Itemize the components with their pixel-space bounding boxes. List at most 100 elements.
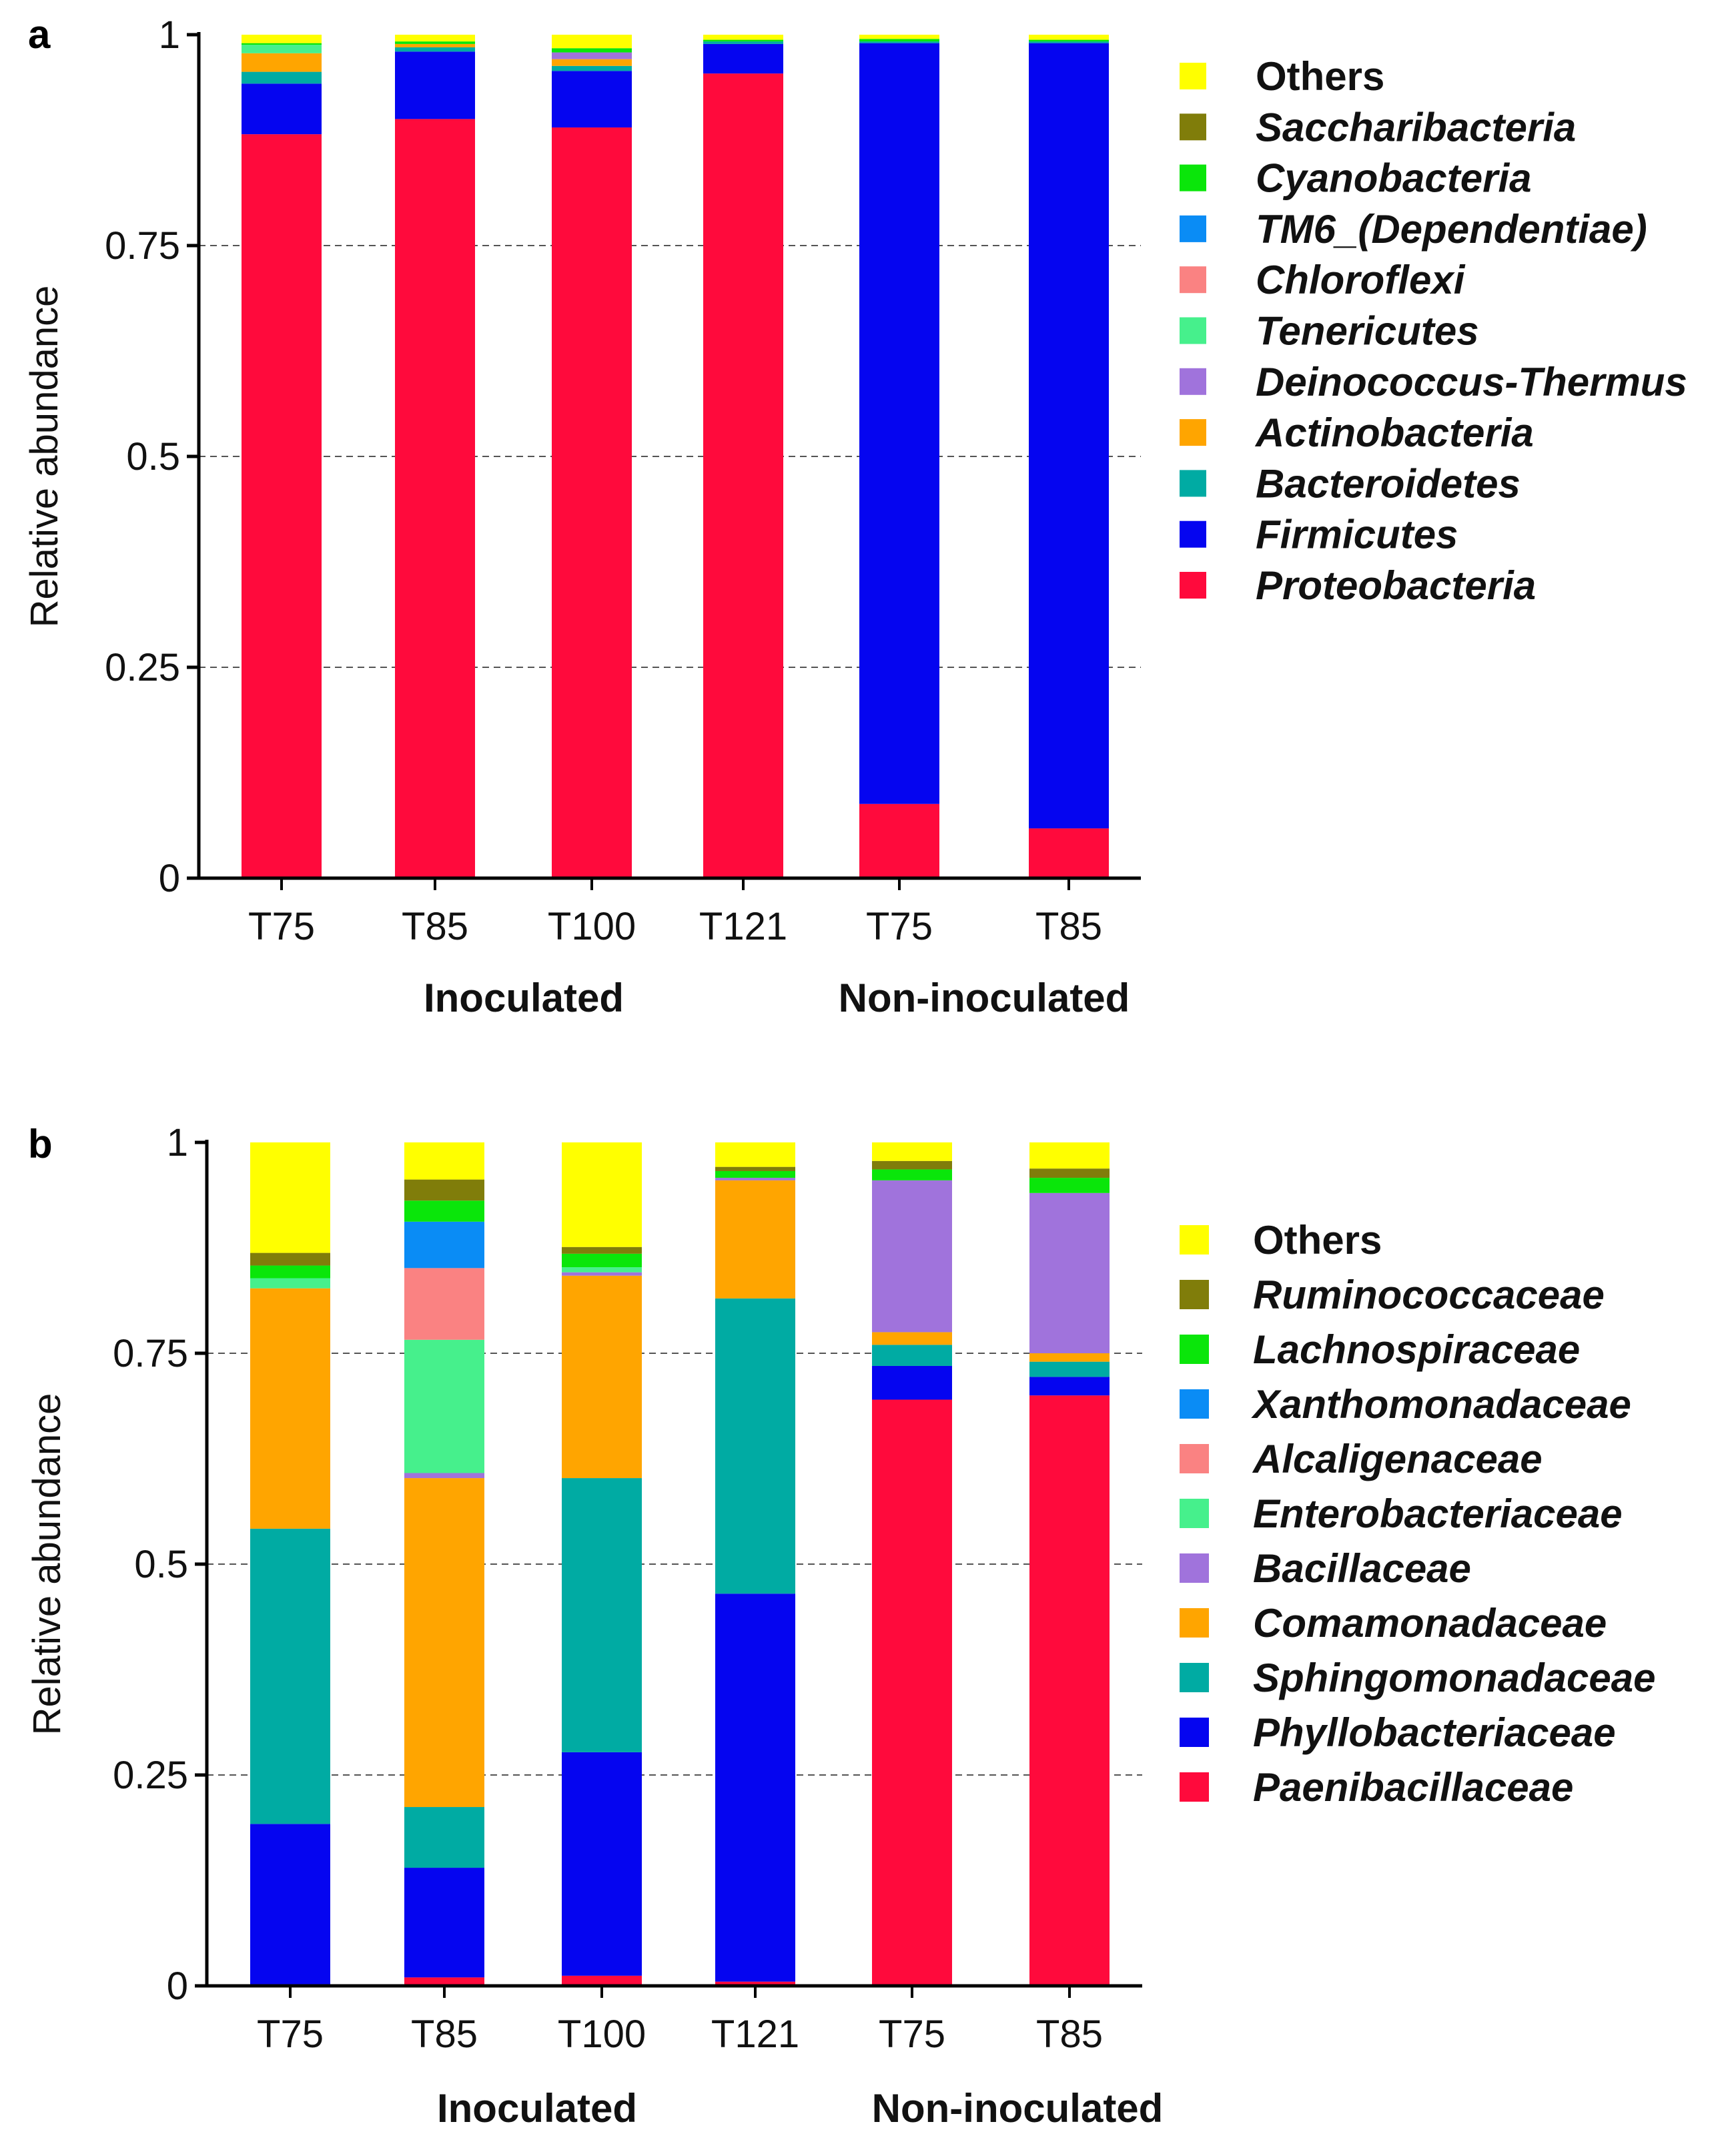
y-tick-label: 1 bbox=[159, 13, 180, 57]
x-tick-label-t75: T75 bbox=[879, 2013, 945, 2056]
bar-segment-paenibacillaceae-t85-5 bbox=[1029, 1395, 1110, 1986]
bar-segment-proteobacteria-t75-4 bbox=[859, 803, 939, 878]
legend-swatch-paenibacillaceae bbox=[1180, 1772, 1209, 1802]
bar-segment-alcaligenaceae-t85-1 bbox=[404, 1268, 484, 1340]
x-tick-label-t85: T85 bbox=[411, 2013, 478, 2056]
bar-segment-others-t121-3 bbox=[715, 1142, 795, 1167]
legend-label-cyanobacteria: Cyanobacteria bbox=[1256, 156, 1532, 201]
legend-swatch-saccharibacteria bbox=[1180, 113, 1206, 141]
bar-segment-actinobacteria-t75-0 bbox=[242, 53, 322, 72]
bar-segment-cyanobacteria-t100-2 bbox=[552, 48, 632, 53]
legend-swatch-others bbox=[1180, 63, 1206, 89]
y-tick-label: 0.5 bbox=[126, 435, 180, 478]
bar-segment-enterobacteriaceae-t100-2 bbox=[562, 1267, 642, 1273]
x-tick-label-t100: T100 bbox=[548, 905, 636, 948]
chart-panel-a: a 0 0.25 0.5 0.75 1 T75 T85 T100 T121 T75 T85 Inocul… bbox=[23, 12, 1687, 1020]
bar-segment-proteobacteria-t100-2 bbox=[552, 127, 632, 878]
legend-swatch-lachnospiraceae bbox=[1180, 1335, 1209, 1364]
bar-segment-sphingomonadaceae-t75-4 bbox=[872, 1345, 952, 1366]
bar-segment-phyllobacteriaceae-t100-2 bbox=[562, 1752, 642, 1976]
legend-label-lachnospiraceae: Lachnospiraceae bbox=[1253, 1327, 1580, 1372]
bar-segment-sphingomonadaceae-t121-3 bbox=[715, 1298, 795, 1594]
y-tick-label: 0.75 bbox=[105, 224, 180, 268]
bar-segment-cyanobacteria-t75-0 bbox=[242, 43, 322, 45]
bar-segment-ruminococcaceae-t100-2 bbox=[562, 1246, 642, 1254]
x-tick-label-t121: T121 bbox=[699, 905, 787, 948]
bar-segment-comamonadaceae-t75-4 bbox=[872, 1332, 952, 1345]
bar-segment-lachnospiraceae-t75-4 bbox=[872, 1169, 952, 1180]
bar-segment-others-t85-5 bbox=[1029, 1142, 1110, 1169]
bar-segment-firmicutes-t100-2 bbox=[552, 71, 632, 128]
bar-segment-firmicutes-t85-1 bbox=[395, 51, 475, 119]
bar-segment-lachnospiraceae-t85-5 bbox=[1029, 1178, 1110, 1193]
bar-segment-firmicutes-t121-3 bbox=[703, 43, 783, 74]
bar-segment-tenericutes-t75-0 bbox=[242, 45, 322, 53]
panel-letter-b: b bbox=[28, 1122, 53, 1166]
bar-segment-sphingomonadaceae-t75-0 bbox=[250, 1528, 330, 1824]
y-tick-label: 0 bbox=[167, 1964, 188, 2008]
bar-segment-comamonadaceae-t100-2 bbox=[562, 1275, 642, 1479]
bar-segment-sphingomonadaceae-t100-2 bbox=[562, 1478, 642, 1752]
bar-segment-bacteroidetes-t100-2 bbox=[552, 65, 632, 71]
bar-segment-enterobacteriaceae-t85-1 bbox=[404, 1339, 484, 1473]
bar-segment-ruminococcaceae-t85-5 bbox=[1029, 1168, 1110, 1178]
legend-label-others: Others bbox=[1256, 54, 1384, 99]
legend-label-xanthomonadaceae: Xanthomonadaceae bbox=[1251, 1382, 1631, 1427]
y-tick-label: 0 bbox=[159, 857, 180, 900]
bar-segment-others-t85-1 bbox=[395, 35, 475, 42]
bar-segment-paenibacillaceae-t100-2 bbox=[562, 1975, 642, 1986]
bar-segment-bacteroidetes-t121-3 bbox=[703, 41, 783, 44]
legend-swatch-chloroflexi bbox=[1180, 266, 1206, 294]
bar-segment-phyllobacteriaceae-t75-4 bbox=[872, 1365, 952, 1400]
chart-panel-b: b 0 0.25 0.5 0.75 1 T75 T85 T100 T121 T75 T85 Inocul… bbox=[25, 1121, 1655, 2131]
legend-label-paenibacillaceae: Paenibacillaceae bbox=[1253, 1765, 1573, 1810]
legend-label-alcaligenaceae: Alcaligenaceae bbox=[1252, 1437, 1543, 1481]
legend-label-chloroflexi: Chloroflexi bbox=[1256, 258, 1466, 302]
bar-segment-lachnospiraceae-t85-1 bbox=[404, 1200, 484, 1222]
legend-label-enterobacteriaceae: Enterobacteriaceae bbox=[1253, 1491, 1623, 1536]
bar-segment-comamonadaceae-t121-3 bbox=[715, 1180, 795, 1299]
bar-segment-bacteroidetes-t85-5 bbox=[1029, 41, 1109, 43]
bar-segment-ruminococcaceae-t75-0 bbox=[250, 1253, 330, 1266]
x-tick-label-t75: T75 bbox=[866, 905, 933, 948]
x-tick-label-t85: T85 bbox=[1035, 905, 1102, 948]
bar-segment-proteobacteria-t121-3 bbox=[703, 73, 783, 878]
x-tick-label-t100: T100 bbox=[558, 2013, 646, 2056]
bar-segment-others-t100-2 bbox=[552, 35, 632, 49]
group-label-non-inoculated: Non-inoculated bbox=[839, 976, 1130, 1020]
y-axis-label: Relative abundance bbox=[23, 286, 66, 628]
legend-label-bacteroidetes: Bacteroidetes bbox=[1256, 461, 1521, 506]
bar-segment-others-t100-2 bbox=[562, 1142, 642, 1247]
legend-swatch-proteobacteria bbox=[1180, 572, 1206, 599]
legend-label-others: Others bbox=[1253, 1218, 1382, 1263]
legend-label-ruminococcaceae: Ruminococcaceae bbox=[1253, 1273, 1605, 1317]
bar-segment-phyllobacteriaceae-t85-5 bbox=[1029, 1377, 1110, 1396]
bar-segment-deinococcus-thermus-t100-2 bbox=[552, 52, 632, 59]
bar-segment-ruminococcaceae-t121-3 bbox=[715, 1166, 795, 1171]
bar-segment-bacillaceae-t100-2 bbox=[562, 1272, 642, 1276]
bar-segment-others-t75-0 bbox=[250, 1142, 330, 1253]
legend-label-firmicutes: Firmicutes bbox=[1256, 512, 1458, 557]
bar-segment-others-t75-0 bbox=[242, 35, 322, 43]
bar-segment-xanthomonadaceae-t85-1 bbox=[404, 1221, 484, 1269]
bar-segment-proteobacteria-t75-0 bbox=[242, 134, 322, 879]
legend-swatch-tenericutes bbox=[1180, 317, 1206, 344]
group-label-inoculated: Inoculated bbox=[437, 2086, 637, 2131]
bar-segment-proteobacteria-t85-5 bbox=[1029, 828, 1109, 878]
bar-segment-bacillaceae-t121-3 bbox=[715, 1178, 795, 1180]
legend-swatch-enterobacteriaceae bbox=[1180, 1499, 1209, 1528]
y-tick-label: 0.25 bbox=[105, 646, 180, 689]
bar-segment-firmicutes-t85-5 bbox=[1029, 43, 1109, 829]
bar-segment-bacteroidetes-t75-0 bbox=[242, 71, 322, 84]
bar-segment-ruminococcaceae-t75-4 bbox=[872, 1160, 952, 1170]
bar-segment-sphingomonadaceae-t85-1 bbox=[404, 1807, 484, 1868]
legend-swatch-comamonadaceae bbox=[1180, 1608, 1209, 1638]
legend-label-tm6-dependentiae: TM6_(Dependentiae) bbox=[1256, 207, 1647, 252]
legend-label-sphingomonadaceae: Sphingomonadaceae bbox=[1253, 1656, 1655, 1700]
legend-swatch-firmicutes bbox=[1180, 520, 1206, 548]
legend-swatch-deinococcus-thermus bbox=[1180, 368, 1206, 395]
legend-swatch-ruminococcaceae bbox=[1180, 1280, 1209, 1309]
bar-segment-comamonadaceae-t85-1 bbox=[404, 1478, 484, 1808]
legend: Others Ruminococcaceae Lachnospiraceae Xant… bbox=[1180, 1218, 1655, 1810]
